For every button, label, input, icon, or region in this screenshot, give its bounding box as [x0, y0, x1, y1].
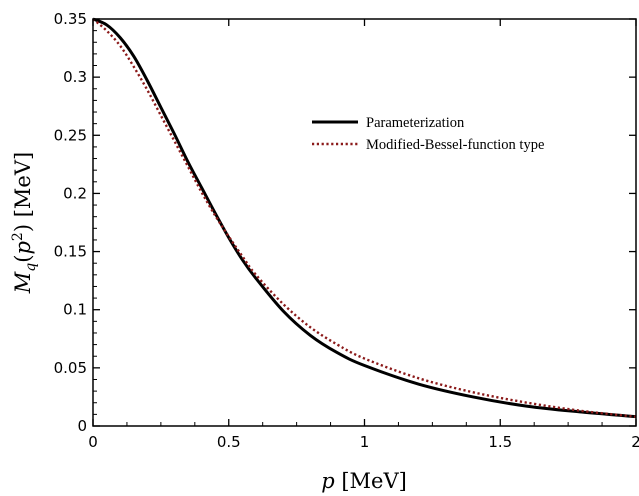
y-tick-label: 0.1 [63, 301, 87, 319]
y-tick-label: 0.2 [63, 184, 87, 202]
x-tick-label: 2 [631, 433, 639, 451]
y-axis-subscript: q [23, 263, 39, 272]
x-tick-label: 1 [360, 433, 370, 451]
y-tick-label: 0.25 [54, 126, 87, 144]
series-line-2 [92, 18, 637, 418]
y-axis-paren-open: ( [11, 255, 35, 263]
axis-labels: p [MeV]Mq(p2) [MeV] [10, 152, 407, 493]
y-axis-superscript: 2 [10, 232, 26, 241]
y-tick-label: 0.3 [63, 68, 87, 86]
x-axis-label: p [MeV] [321, 469, 407, 493]
y-axis-var: M [11, 271, 35, 294]
legend-label-2: Modified-Bessel-function type [366, 137, 544, 153]
y-axis-unit: ) [MeV] [11, 152, 35, 232]
x-tick-label: 0.5 [217, 433, 241, 451]
axis-ticks: 0 0.5 1 1.5 2 0 0.05 0.1 0.15 0.2 0.25 0.3 0.35 [54, 10, 639, 451]
y-tick-label: 0.35 [54, 10, 87, 28]
y-tick-label: 0.15 [54, 243, 87, 261]
y-axis-label: Mq(p2) [MeV] [10, 152, 39, 294]
x-axis-var: p [321, 469, 334, 493]
y-tick-label: 0.05 [54, 359, 87, 377]
x-tick-label: 0 [88, 433, 98, 451]
legend: Parameterization Modified-Bessel-function… [312, 115, 544, 153]
y-axis-arg: p [11, 241, 35, 254]
legend-label-1: Parameterization [366, 115, 465, 131]
x-tick-label: 1.5 [488, 433, 512, 451]
plot-area [92, 17, 637, 419]
series-line-1 [92, 17, 637, 419]
x-axis-unit: [MeV] [335, 469, 407, 493]
y-tick-label: 0 [77, 417, 87, 435]
